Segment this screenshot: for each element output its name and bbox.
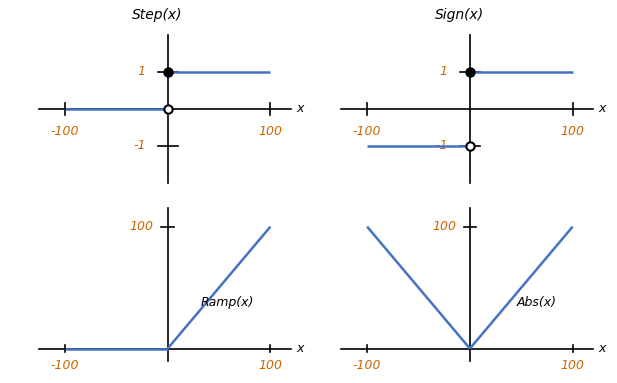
Text: Abs(x): Abs(x) <box>516 296 557 309</box>
Text: 100: 100 <box>561 126 585 139</box>
Text: 100: 100 <box>432 220 456 233</box>
Text: 1: 1 <box>440 65 448 78</box>
Text: x: x <box>598 342 606 355</box>
Title: Step(x): Step(x) <box>132 8 183 22</box>
Text: -100: -100 <box>353 126 381 139</box>
Text: -100: -100 <box>51 126 79 139</box>
Text: -100: -100 <box>51 359 79 372</box>
Text: 100: 100 <box>259 126 283 139</box>
Text: -1: -1 <box>435 139 448 152</box>
Text: x: x <box>598 102 606 115</box>
Text: Ramp(x): Ramp(x) <box>201 296 254 309</box>
Text: 100: 100 <box>259 359 283 372</box>
Text: x: x <box>296 102 304 115</box>
Text: x: x <box>296 342 304 355</box>
Text: -100: -100 <box>353 359 381 372</box>
Text: 100: 100 <box>130 220 154 233</box>
Text: 1: 1 <box>138 65 146 78</box>
Text: -1: -1 <box>133 139 146 152</box>
Text: 100: 100 <box>561 359 585 372</box>
Title: Sign(x): Sign(x) <box>435 8 484 22</box>
